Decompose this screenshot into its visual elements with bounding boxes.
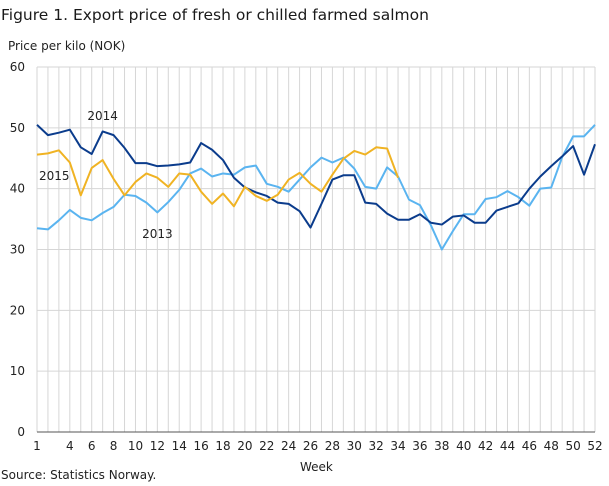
x-tick-label: 36 (412, 439, 427, 453)
x-tick-label: 16 (193, 439, 208, 453)
x-tick-label: 32 (369, 439, 384, 453)
x-tick-label: 52 (587, 439, 602, 453)
x-tick-label: 20 (237, 439, 252, 453)
x-tick-label: 24 (281, 439, 296, 453)
x-tick-label: 38 (434, 439, 449, 453)
series-label-2013: 2013 (142, 227, 173, 241)
x-tick-label: 42 (478, 439, 493, 453)
x-tick-label: 10 (128, 439, 143, 453)
y-tick-label: 20 (10, 303, 25, 317)
x-tick-label: 48 (544, 439, 559, 453)
series-line-2013 (36, 124, 596, 251)
series-label-2015: 2015 (39, 169, 70, 183)
x-tick-label: 22 (259, 439, 274, 453)
x-tick-label: 46 (522, 439, 537, 453)
x-tick-label: 34 (390, 439, 405, 453)
x-tick-label: 14 (172, 439, 187, 453)
x-tick-label: 8 (110, 439, 118, 453)
series-label-2014: 2014 (87, 109, 118, 123)
x-tick-label: 30 (347, 439, 362, 453)
x-tick-label: 44 (500, 439, 515, 453)
y-axis-label: Price per kilo (NOK) (8, 39, 126, 53)
y-tick-label: 10 (10, 364, 25, 378)
x-tick-label: 1 (33, 439, 41, 453)
series-line-2014 (36, 124, 596, 229)
x-tick-label: 26 (303, 439, 318, 453)
y-tick-label: 40 (10, 182, 25, 196)
y-tick-label: 50 (10, 121, 25, 135)
x-tick-label: 40 (456, 439, 471, 453)
x-tick-label: 50 (565, 439, 580, 453)
series-line-2015 (36, 146, 399, 208)
x-axis-label: Week (300, 460, 333, 474)
x-tick-label: 4 (66, 439, 74, 453)
x-tick-label: 6 (88, 439, 96, 453)
x-tick-label: 18 (215, 439, 230, 453)
y-tick-label: 0 (17, 425, 25, 439)
y-tick-label: 30 (10, 243, 25, 257)
chart-title: Figure 1. Export price of fresh or chill… (1, 6, 429, 24)
y-tick-label: 60 (10, 60, 25, 74)
x-tick-label: 28 (325, 439, 340, 453)
source-note: Source: Statistics Norway. (1, 468, 157, 482)
x-tick-label: 12 (150, 439, 165, 453)
